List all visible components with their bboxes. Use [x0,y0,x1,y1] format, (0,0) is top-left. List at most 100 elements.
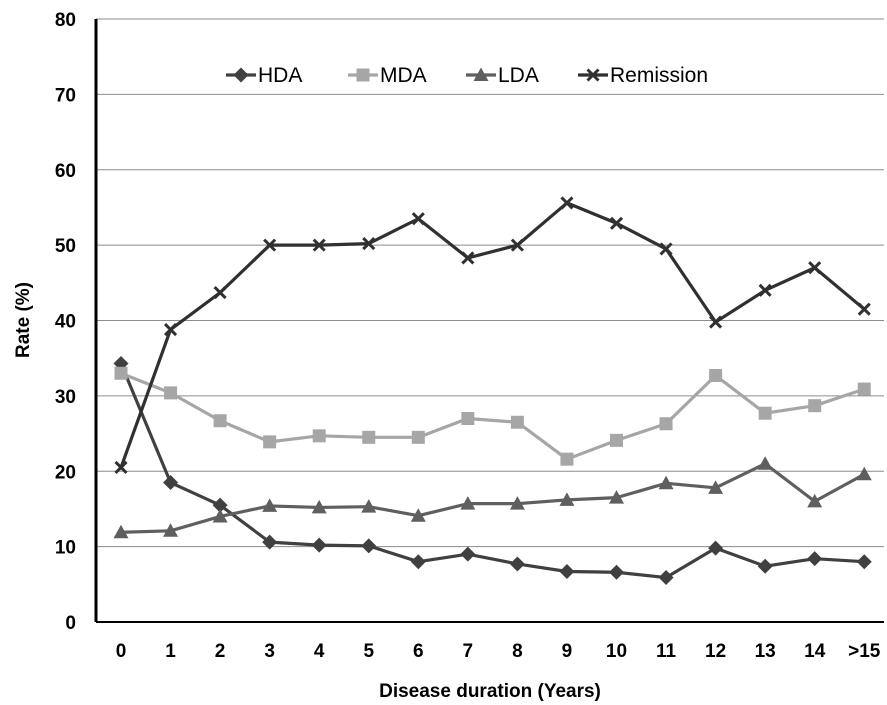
data-point-remission [411,212,425,226]
legend-label-mda: MDA [380,64,427,87]
data-point-hda [807,551,823,567]
data-point-remission-stroke [312,238,326,252]
data-point-mda [758,406,772,420]
x-tick-label: 11 [656,641,677,662]
y-tick-labels: 0 10 20 30 40 50 60 70 80 [55,10,76,634]
data-point-remission-stroke [362,237,376,251]
y-tick-label: 40 [55,312,76,333]
data-point-hda [559,563,575,579]
y-tick-label: 0 [65,613,76,634]
y-tick-label: 60 [55,161,76,182]
series-line-remission [119,201,866,469]
data-point-remission-stroke [114,460,128,475]
data-point-hda [460,546,476,562]
y-tick-label: 20 [55,462,76,483]
data-point-hda [410,554,426,570]
y-tick-label: 80 [55,10,76,31]
legend-item-hda: HDA [226,64,302,87]
gridlines [96,18,884,548]
x-tick-label: 10 [606,641,627,662]
data-point-remission [163,322,178,337]
legend-label-remission: Remission [610,64,708,87]
x-axis-title: Disease duration (Years) [379,681,601,702]
series-line-mda [120,371,865,461]
x-tick-labels: 0 1 2 3 4 5 6 7 8 9 10 11 12 13 14 >15 [116,641,881,662]
data-point-mda [362,430,376,444]
axes [94,19,884,623]
data-point-hda [361,538,377,554]
data-point-remission-stroke [213,286,227,300]
data-point-lda [460,496,476,510]
y-tick-label: 50 [55,236,76,257]
data-point-lda [856,466,872,481]
x-tick-label: 5 [363,641,374,662]
data-point-mda [263,435,277,449]
series-line-lda [120,462,866,534]
data-point-lda [559,492,575,506]
data-point-mda [808,399,822,413]
x-tick-label: 0 [116,641,127,662]
y-tick-label: 10 [55,538,76,559]
x-tick-label: 13 [755,641,776,662]
data-point-remission [659,242,673,256]
data-point-remission [312,238,326,252]
x-tick-label: 6 [413,641,424,662]
data-point-mda [213,414,227,428]
data-point-mda [610,433,623,447]
data-point-lda [410,508,426,522]
legend-marker-remission [586,68,600,82]
data-point-remission-stroke [560,196,574,210]
series-mda [114,366,871,466]
data-point-mda [114,366,128,380]
data-point-hda [757,558,773,574]
data-point-lda [708,480,724,494]
data-point-mda [857,382,871,396]
data-point-lda [262,498,278,512]
series-line-hda [119,362,865,580]
data-point-remission [114,460,128,475]
data-point-mda [164,386,178,400]
y-tick-label: 30 [55,387,76,408]
data-point-remission [857,302,871,316]
x-tick-label: 4 [314,641,325,662]
legend-marker-hda [233,67,249,83]
data-point-mda [312,429,326,443]
data-point-hda [509,556,525,572]
legend-item-remission: Remission [578,64,708,87]
data-point-lda [361,499,377,513]
data-point-hda [262,534,278,550]
data-point-hda [658,570,674,586]
data-point-mda [510,415,524,429]
x-tick-label: 12 [705,641,726,662]
data-point-remission-stroke [758,283,772,297]
data-point-remission-stroke [857,302,871,316]
data-point-lda [757,456,773,470]
x-tick-label: 7 [463,641,474,662]
legend-marker-mda [356,68,370,82]
data-point-remission [461,251,475,265]
y-axis-title: Rate (%) [13,282,34,358]
data-point-mda [709,369,723,383]
series-remission [114,196,871,475]
series-hda [113,355,872,586]
data-point-mda [659,417,673,431]
data-point-lda [807,493,823,508]
data-point-lda [311,499,327,514]
data-point-remission [709,315,723,329]
data-point-hda [708,540,724,556]
x-tick-label: 3 [264,641,275,662]
data-point-lda [163,523,179,537]
data-point-remission [362,237,376,251]
x-tick-label: 8 [512,641,523,662]
legend-marker-lda [473,67,489,81]
data-point-mda [461,411,475,425]
data-point-remission-stroke [411,212,425,226]
data-point-hda [212,497,228,513]
series-layer [113,196,872,586]
legend-marker-remission-stroke [586,68,600,82]
data-point-remission-stroke [709,315,723,329]
data-point-hda [856,554,872,570]
data-point-lda [609,490,624,504]
data-point-remission [510,238,524,252]
data-point-remission-stroke [163,322,178,337]
